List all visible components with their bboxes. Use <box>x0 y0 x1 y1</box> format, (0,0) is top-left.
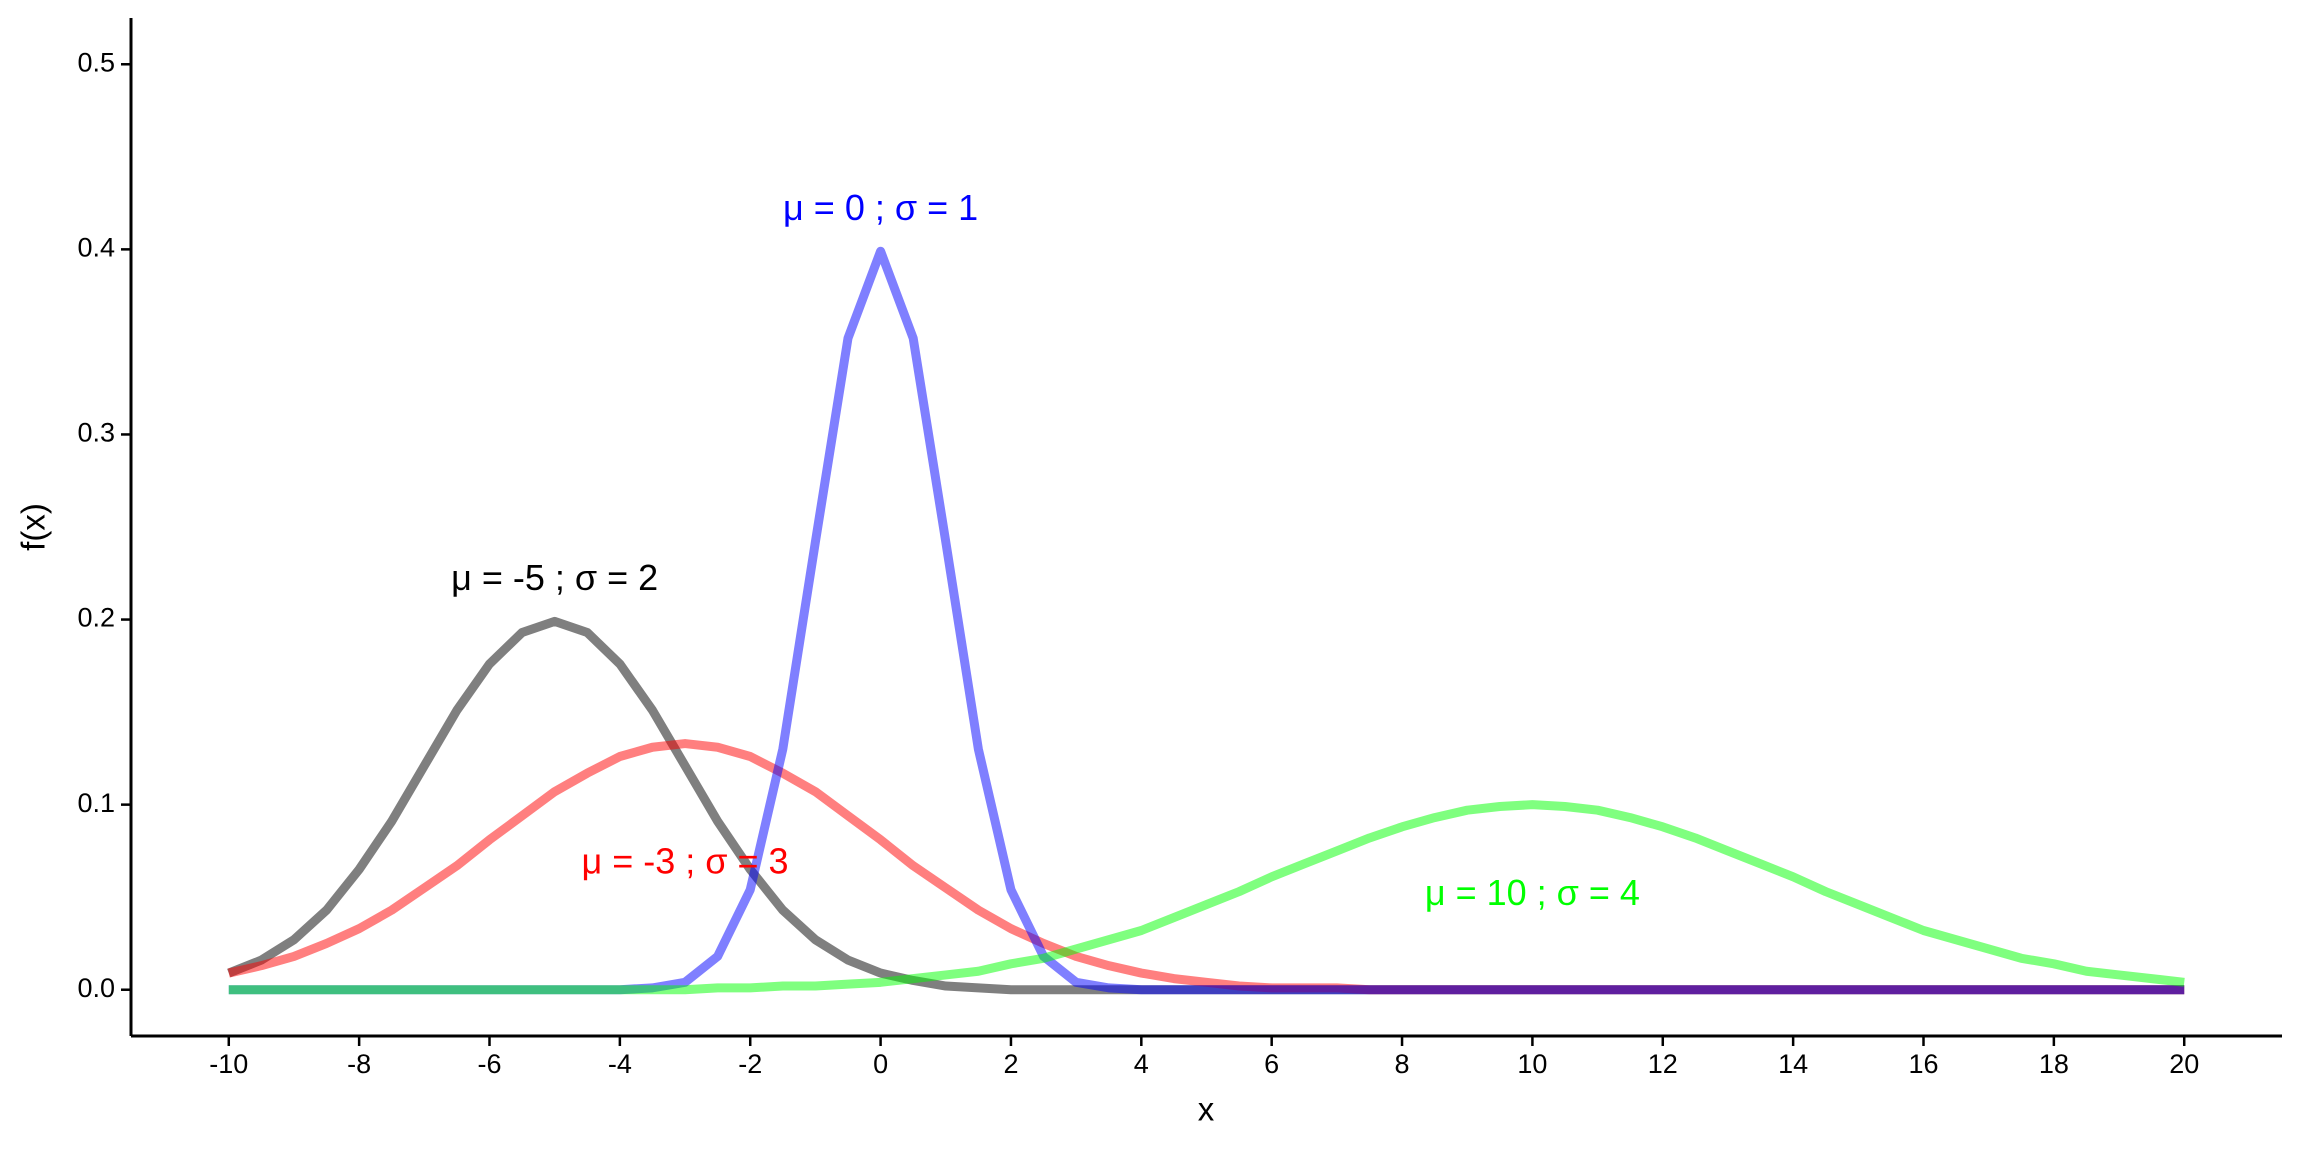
density-line <box>228 800 2185 995</box>
x-tick-label: 0 <box>873 1049 888 1079</box>
x-tick-label: -4 <box>608 1049 632 1079</box>
y-tick-label: 0.5 <box>77 47 115 77</box>
annotation: μ = 10 ; σ = 4 <box>1425 872 1640 913</box>
y-tick-label: 0.1 <box>77 788 115 818</box>
x-tick-label: 2 <box>1003 1049 1018 1079</box>
y-tick-label: 0.4 <box>77 232 115 262</box>
density-line <box>227 616 2185 995</box>
x-tick-label: 6 <box>1264 1049 1279 1079</box>
annotation: μ = 0 ; σ = 1 <box>783 187 978 228</box>
x-tick-label: 8 <box>1395 1049 1410 1079</box>
x-tick-label: 4 <box>1134 1049 1149 1079</box>
density-line <box>227 739 2185 995</box>
x-tick-label: 16 <box>1908 1049 1938 1079</box>
annotation: μ = -5 ; σ = 2 <box>451 557 658 598</box>
x-tick-label: -8 <box>347 1049 371 1079</box>
density-line <box>228 246 2185 995</box>
y-axis-title: f(x) <box>15 503 52 551</box>
x-tick-label: 20 <box>2169 1049 2199 1079</box>
x-tick-label: 10 <box>1517 1049 1547 1079</box>
x-tick-label: -2 <box>738 1049 762 1079</box>
x-axis-title: x <box>1198 1091 1215 1128</box>
annotation: μ = -3 ; σ = 3 <box>582 840 789 881</box>
x-tick-label: 12 <box>1648 1049 1678 1079</box>
y-tick-label: 0.3 <box>77 418 115 448</box>
x-tick-label: 14 <box>1778 1049 1808 1079</box>
x-tick-label: -6 <box>477 1049 501 1079</box>
x-tick-label: -10 <box>209 1049 248 1079</box>
y-tick-label: 0.0 <box>77 973 115 1003</box>
y-tick-label: 0.2 <box>77 603 115 633</box>
x-tick-label: 18 <box>2039 1049 2069 1079</box>
